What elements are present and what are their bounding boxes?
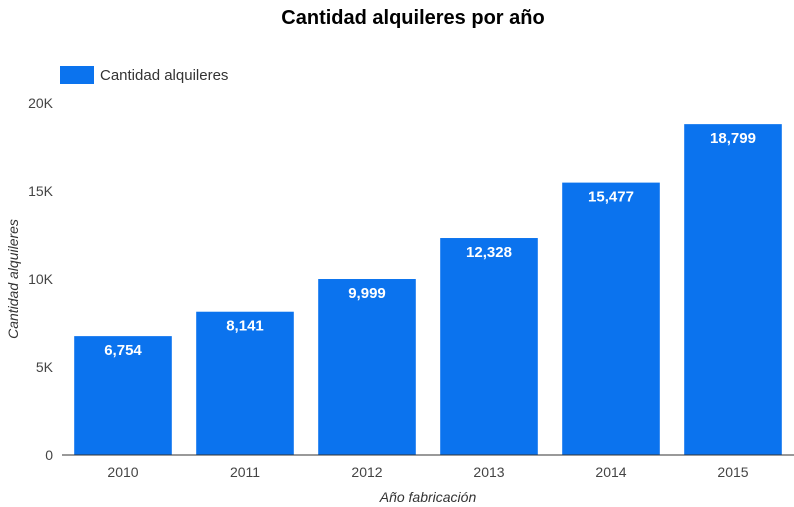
bar: [562, 182, 660, 455]
y-axis-label: Cantidad alquileres: [5, 219, 21, 339]
bar-value-label: 9,999: [348, 285, 386, 302]
bar: [318, 279, 416, 455]
x-axis-ticks: 2010 2011 2012 2013 2014 2015: [107, 464, 748, 480]
bar: [196, 311, 294, 455]
legend: Cantidad alquileres: [60, 66, 228, 84]
y-tick-label: 15K: [28, 183, 54, 199]
bar: [74, 336, 172, 455]
legend-label: Cantidad alquileres: [100, 67, 228, 84]
x-tick-label: 2015: [717, 464, 748, 480]
x-tick-label: 2013: [473, 464, 504, 480]
y-tick-label: 5K: [36, 359, 54, 375]
y-axis-ticks: 0 5K 10K 15K 20K: [28, 95, 54, 463]
bar-value-label: 6,754: [104, 342, 142, 359]
bar-value-label: 15,477: [588, 189, 634, 206]
y-tick-label: 0: [45, 447, 53, 463]
bar-value-label: 18,799: [710, 130, 756, 147]
bar: [684, 124, 782, 455]
bar-value-label: 12,328: [466, 244, 512, 261]
y-tick-label: 10K: [28, 271, 54, 287]
chart-title: Cantidad alquileres por año: [281, 7, 544, 29]
bar-value-label: 8,141: [226, 318, 264, 335]
y-tick-label: 20K: [28, 95, 54, 111]
legend-swatch: [60, 66, 94, 84]
bar: [440, 238, 538, 455]
x-tick-label: 2014: [595, 464, 626, 480]
x-tick-label: 2010: [107, 464, 138, 480]
x-tick-label: 2012: [351, 464, 382, 480]
bars: 6,754 8,141 9,999 12,328 15,477 18,799: [74, 124, 782, 455]
x-axis-label: Año fabricación: [379, 489, 477, 505]
x-tick-label: 2011: [230, 464, 260, 480]
